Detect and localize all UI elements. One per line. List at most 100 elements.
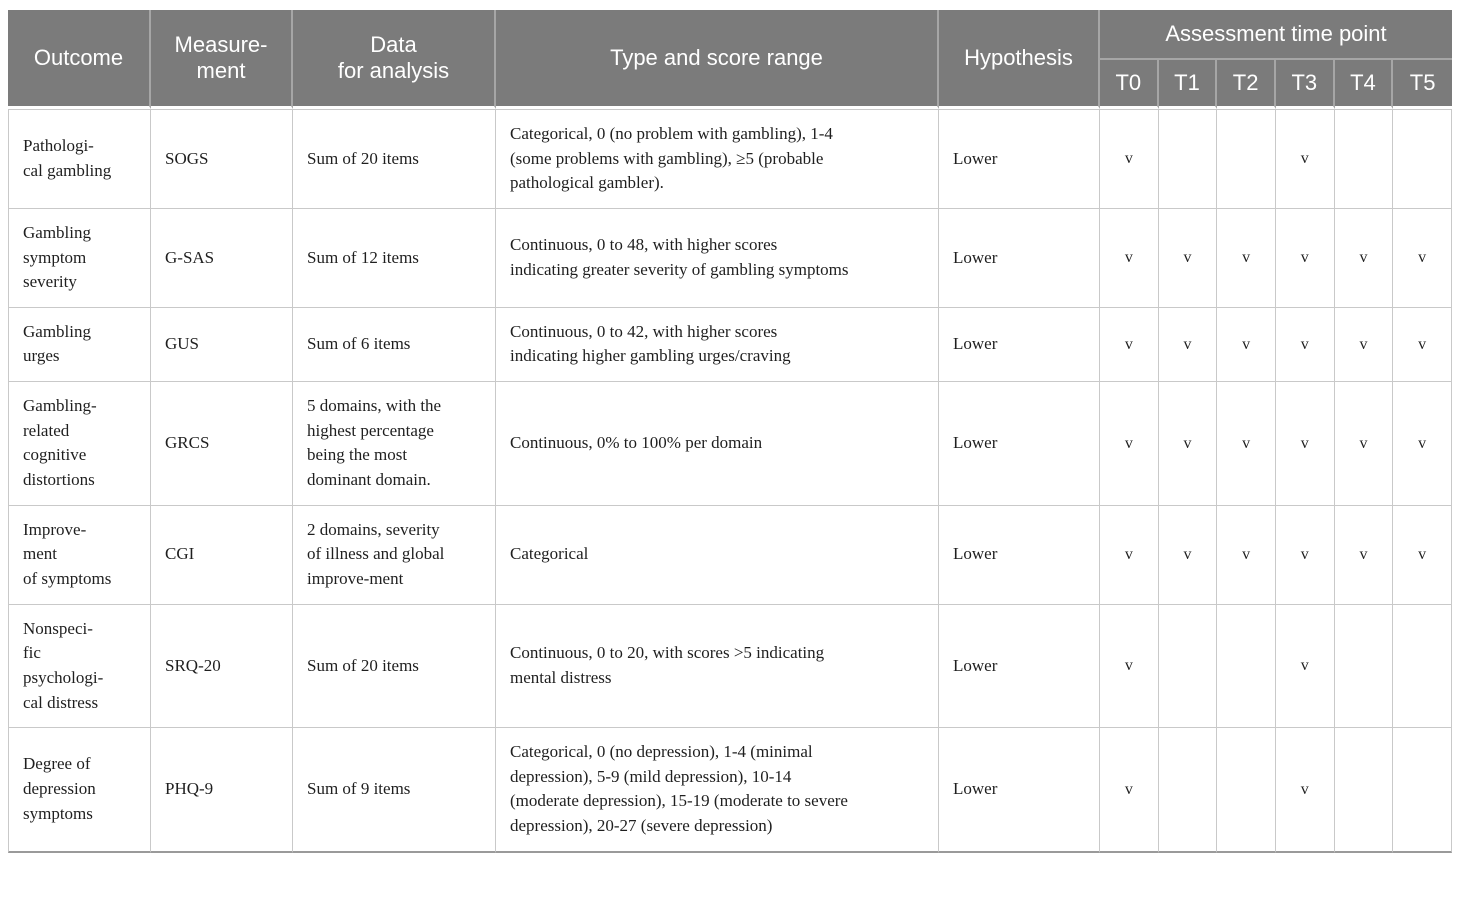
header-hypothesis: Hypothesis [939,10,1100,109]
measurement-cell: G-SAS [151,208,293,308]
timepoint-check-t0: v [1100,109,1159,209]
hypothesis-cell: Lower [939,307,1100,383]
header-outcome: Outcome [8,10,151,109]
timepoint-check-t5 [1393,728,1452,853]
timepoint-check-t2: v [1217,208,1276,308]
table-body: Pathologi- cal gambling SOGS Sum of 20 i… [8,109,1452,853]
timepoint-check-t1: v [1158,382,1218,506]
timepoint-check-t2 [1217,604,1276,729]
measurement-cell: GUS [151,307,293,383]
table-row-gambling-urges: Gambling urges GUS Sum of 6 items Contin… [8,307,1452,383]
outcome-cell: Gambling urges [8,307,151,383]
timepoint-check-t0: v [1100,208,1159,308]
timepoint-check-t0: v [1100,382,1159,506]
table-row-improvement-of-symptoms: Improve- ment of symptoms CGI 2 domains,… [8,505,1452,605]
measurement-cell: PHQ-9 [151,728,293,853]
type-score-range-cell: Categorical, 0 (no depression), 1-4 (min… [496,728,939,853]
data-for-analysis-cell: 5 domains, with the highest percentage b… [293,382,496,506]
timepoint-check-t2 [1217,109,1276,209]
timepoint-check-t1 [1158,109,1218,209]
outcome-cell: Gambling symptom severity [8,208,151,308]
timepoint-check-t3: v [1275,505,1335,605]
type-score-range-cell: Continuous, 0% to 100% per domain [496,382,939,506]
data-for-analysis-cell: Sum of 6 items [293,307,496,383]
timepoint-check-t1 [1158,604,1218,729]
header-t0: T0 [1100,60,1159,109]
type-score-range-cell: Continuous, 0 to 48, with higher scores … [496,208,939,308]
timepoint-check-t5: v [1393,382,1452,506]
timepoint-check-t4: v [1334,382,1394,506]
header-t2: T2 [1217,60,1276,109]
timepoint-check-t5 [1393,109,1452,209]
timepoint-check-t4 [1334,109,1394,209]
measurement-cell: CGI [151,505,293,605]
outcome-measures-table: Outcome Measure- ment Data for analysis … [8,10,1452,853]
header-t1: T1 [1158,60,1218,109]
measurement-cell: SOGS [151,109,293,209]
header-t4: T4 [1334,60,1394,109]
timepoint-check-t1: v [1158,307,1218,383]
timepoint-check-t1: v [1158,505,1218,605]
timepoint-check-t1 [1158,728,1218,853]
hypothesis-cell: Lower [939,604,1100,729]
type-score-range-cell: Continuous, 0 to 42, with higher scores … [496,307,939,383]
timepoint-check-t2: v [1217,382,1276,506]
timepoint-check-t0: v [1100,307,1159,383]
table-row-pathological-gambling: Pathologi- cal gambling SOGS Sum of 20 i… [8,109,1452,209]
header-t3: T3 [1275,60,1335,109]
table-header: Outcome Measure- ment Data for analysis … [8,10,1452,109]
timepoint-check-t4 [1334,728,1394,853]
timepoint-check-t3: v [1275,604,1335,729]
timepoint-check-t5 [1393,604,1452,729]
hypothesis-cell: Lower [939,728,1100,853]
hypothesis-cell: Lower [939,109,1100,209]
timepoint-check-t4: v [1334,307,1394,383]
outcome-cell: Degree of depression symptoms [8,728,151,853]
timepoint-check-t4 [1334,604,1394,729]
hypothesis-cell: Lower [939,208,1100,308]
timepoint-check-t3: v [1275,307,1335,383]
data-for-analysis-cell: Sum of 9 items [293,728,496,853]
outcome-cell: Improve- ment of symptoms [8,505,151,605]
timepoint-check-t3: v [1275,109,1335,209]
timepoint-check-t0: v [1100,505,1159,605]
type-score-range-cell: Categorical [496,505,939,605]
outcome-measures-table-container: Outcome Measure- ment Data for analysis … [8,10,1452,853]
measurement-cell: GRCS [151,382,293,506]
timepoint-check-t3: v [1275,208,1335,308]
timepoint-check-t0: v [1100,604,1159,729]
outcome-cell: Pathologi- cal gambling [8,109,151,209]
timepoint-check-t1: v [1158,208,1218,308]
timepoint-check-t5: v [1393,307,1452,383]
outcome-cell: Gambling- related cognitive distortions [8,382,151,506]
timepoint-check-t0: v [1100,728,1159,853]
header-data-for-analysis: Data for analysis [293,10,496,109]
type-score-range-cell: Continuous, 0 to 20, with scores >5 indi… [496,604,939,729]
table-row-gambling-related-cognitive-distortions: Gambling- related cognitive distortions … [8,382,1452,506]
timepoint-check-t4: v [1334,505,1394,605]
header-t5: T5 [1393,60,1452,109]
timepoint-check-t2: v [1217,505,1276,605]
hypothesis-cell: Lower [939,505,1100,605]
timepoint-check-t5: v [1393,208,1452,308]
timepoint-check-t4: v [1334,208,1394,308]
measurement-cell: SRQ-20 [151,604,293,729]
header-measurement: Measure- ment [151,10,293,109]
timepoint-check-t2: v [1217,307,1276,383]
timepoint-check-t3: v [1275,382,1335,506]
data-for-analysis-cell: Sum of 12 items [293,208,496,308]
timepoint-check-t2 [1217,728,1276,853]
hypothesis-cell: Lower [939,382,1100,506]
timepoint-check-t5: v [1393,505,1452,605]
header-type-and-score-range: Type and score range [496,10,939,109]
outcome-cell: Nonspeci- fic psychologi- cal distress [8,604,151,729]
data-for-analysis-cell: Sum of 20 items [293,109,496,209]
table-row-gambling-symptom-severity: Gambling symptom severity G-SAS Sum of 1… [8,208,1452,308]
data-for-analysis-cell: 2 domains, severity of illness and globa… [293,505,496,605]
data-for-analysis-cell: Sum of 20 items [293,604,496,729]
table-row-degree-of-depression-symptoms: Degree of depression symptoms PHQ-9 Sum … [8,728,1452,853]
type-score-range-cell: Categorical, 0 (no problem with gambling… [496,109,939,209]
timepoint-check-t3: v [1275,728,1335,853]
table-row-nonspecific-psychological-distress: Nonspeci- fic psychologi- cal distress S… [8,604,1452,729]
header-assessment-time-point: Assessment time point [1100,10,1452,60]
